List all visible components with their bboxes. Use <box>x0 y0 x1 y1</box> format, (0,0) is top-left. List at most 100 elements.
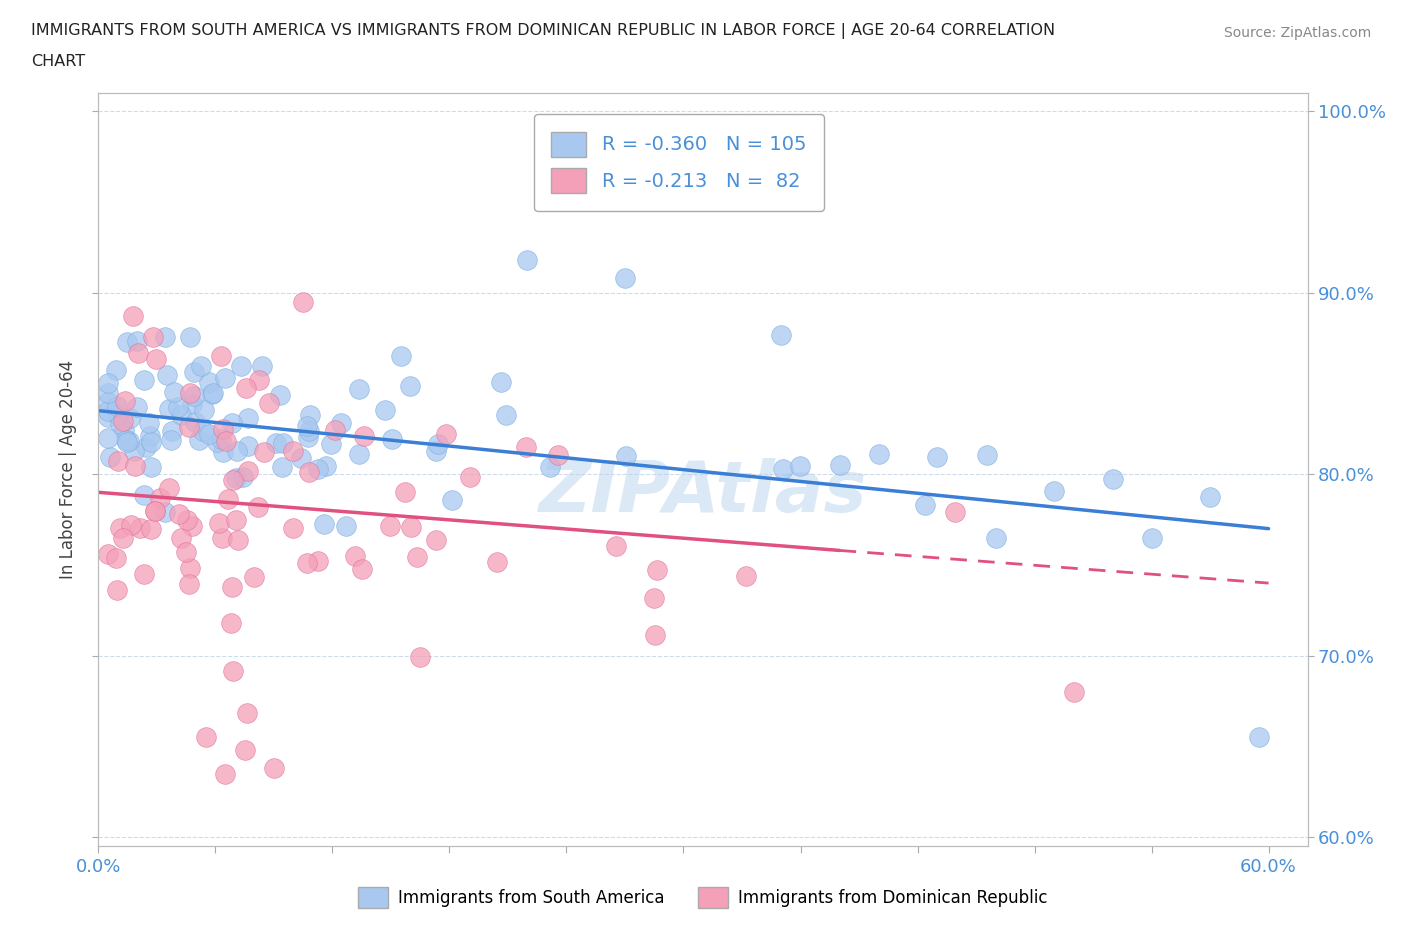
Point <box>201 386 224 401</box>
Point <box>212 421 235 436</box>
Point <box>115 335 138 350</box>
Point <box>170 531 193 546</box>
Point <box>124 444 146 458</box>
Point <box>129 521 152 536</box>
Point <box>190 359 212 374</box>
Point <box>343 549 366 564</box>
Point <box>329 416 352 431</box>
Point <box>281 521 304 536</box>
Point <box>247 373 270 388</box>
Point <box>187 432 209 447</box>
Point <box>163 384 186 399</box>
Point <box>120 517 142 532</box>
Point <box>159 432 181 447</box>
Point <box>380 519 402 534</box>
Point <box>925 449 948 464</box>
Point <box>374 403 396 418</box>
Point <box>157 480 180 495</box>
Point <box>538 459 561 474</box>
Point <box>458 469 481 484</box>
Point <box>644 628 666 643</box>
Point <box>295 555 318 570</box>
Point <box>179 560 201 575</box>
Point <box>97 547 120 562</box>
Point <box>211 445 233 460</box>
Text: ZIPAtlas: ZIPAtlas <box>538 458 868 526</box>
Point <box>215 433 238 448</box>
Point <box>193 403 215 418</box>
Point <box>425 533 447 548</box>
Point <box>153 329 176 344</box>
Point <box>97 385 120 400</box>
Point <box>868 446 890 461</box>
Point <box>491 375 513 390</box>
Point <box>323 422 346 437</box>
Point <box>399 519 422 534</box>
Point <box>547 447 569 462</box>
Point <box>616 448 638 463</box>
Point <box>97 394 120 409</box>
Point <box>207 434 229 449</box>
Point <box>122 309 145 324</box>
Point <box>107 453 129 468</box>
Point <box>105 399 128 414</box>
Point <box>118 410 141 425</box>
Point <box>108 521 131 536</box>
Point <box>139 434 162 449</box>
Point <box>97 404 120 418</box>
Point <box>297 430 319 445</box>
Point <box>211 432 233 447</box>
Point <box>194 730 217 745</box>
Point <box>307 553 329 568</box>
Point <box>181 396 204 411</box>
Point <box>97 431 120 445</box>
Point <box>1063 684 1085 699</box>
Point <box>253 445 276 459</box>
Point <box>209 349 232 364</box>
Point <box>406 550 429 565</box>
Point <box>271 435 294 450</box>
Point <box>214 370 236 385</box>
Point <box>233 743 256 758</box>
Point <box>225 471 247 485</box>
Legend: R = -0.360   N = 105, R = -0.213   N =  82: R = -0.360 N = 105, R = -0.213 N = 82 <box>534 114 824 211</box>
Point <box>179 330 201 345</box>
Point <box>319 437 342 452</box>
Point <box>225 444 247 458</box>
Point <box>135 440 157 455</box>
Point <box>134 566 156 581</box>
Y-axis label: In Labor Force | Age 20-64: In Labor Force | Age 20-64 <box>59 360 77 579</box>
Point <box>112 531 135 546</box>
Point <box>298 407 321 422</box>
Point <box>1043 484 1066 498</box>
Point <box>246 499 269 514</box>
Point <box>643 591 665 605</box>
Point <box>115 435 138 450</box>
Point <box>125 400 148 415</box>
Point <box>107 407 129 422</box>
Point <box>143 503 166 518</box>
Point <box>132 373 155 388</box>
Point <box>789 458 811 473</box>
Point <box>312 516 335 531</box>
Point <box>112 422 135 437</box>
Point <box>427 437 450 452</box>
Point <box>772 461 794 476</box>
Point <box>180 519 202 534</box>
Point <box>156 367 179 382</box>
Point <box>183 388 205 403</box>
Point <box>115 432 138 447</box>
Point <box>828 458 851 472</box>
Point <box>266 435 288 450</box>
Point <box>347 446 370 461</box>
Point <box>211 531 233 546</box>
Point <box>389 349 412 364</box>
Point <box>202 385 225 400</box>
Point <box>153 504 176 519</box>
Point <box>169 506 191 521</box>
Point <box>236 706 259 721</box>
Point <box>145 352 167 366</box>
Point <box>107 583 129 598</box>
Point <box>167 399 190 414</box>
Point <box>176 545 198 560</box>
